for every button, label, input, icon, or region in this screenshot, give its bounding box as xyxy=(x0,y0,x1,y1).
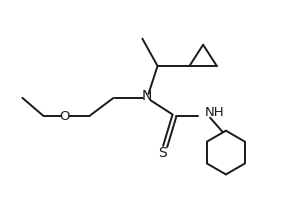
Text: S: S xyxy=(158,146,166,160)
Text: NH: NH xyxy=(205,106,224,119)
Text: N: N xyxy=(142,89,152,103)
Text: O: O xyxy=(60,110,70,123)
